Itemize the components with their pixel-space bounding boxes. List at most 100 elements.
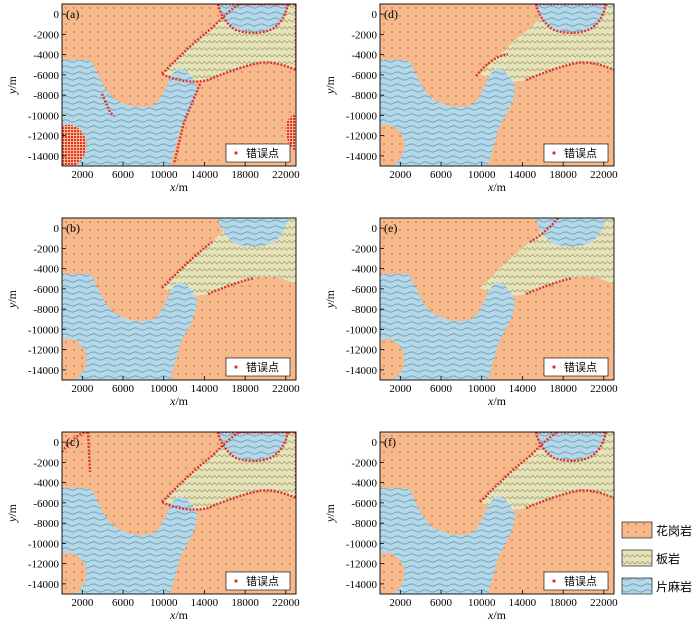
x-tick-label: 14000 [191,169,219,181]
granite-outlier [62,552,87,594]
error-cluster [285,114,296,152]
y-tick-label: -6000 [33,284,59,296]
panel-label: (f) [384,435,396,449]
error-legend-label: 错误点 [564,146,597,160]
gneiss-swatch [621,577,653,595]
y-tick-label: -8000 [33,90,59,102]
gneiss-region-top [536,4,606,33]
error-trace [534,432,608,462]
gneiss-region [380,488,515,594]
y-axis-label: y/m [323,75,337,95]
y-tick-label: -4000 [351,50,377,62]
y-tick-label: -4000 [351,264,377,276]
x-axis-label: x/m [169,180,189,194]
x-axis-label: x/m [487,608,507,622]
error-trace [479,432,559,503]
x-tick-label: 22000 [272,383,300,395]
y-tick-label: -14000 [346,365,378,377]
x-tick-label: 10000 [468,169,496,181]
x-tick-label: 10000 [468,597,496,609]
panel-b: (b) 错误点 2000 6000 10000 14000 18000 22000 0 -2000… [5,217,300,408]
panel-a: (a) 错误点 2000 6000 10000 14000 18000 22000 0 -2000… [5,3,300,194]
y-tick-label: -12000 [28,559,60,571]
y-tick-label: -10000 [28,324,60,336]
y-tick-label: -14000 [28,579,60,591]
x-tick-label: 10000 [468,383,496,395]
x-tick-label: 6000 [112,383,135,395]
granite-swatch [621,521,653,539]
x-tick-label: 10000 [150,169,178,181]
y-tick-label: 0 [54,437,60,449]
y-tick-label: -8000 [351,304,377,316]
x-tick-label: 22000 [590,597,618,609]
y-tick-label: 0 [54,9,60,21]
panel-label: (d) [384,7,398,21]
error-marker [234,151,238,155]
error-trace [207,276,255,296]
x-tick-label: 10000 [150,383,178,395]
y-tick-label: -4000 [351,478,377,490]
error-trace [525,489,614,510]
y-tick-label: -14000 [346,151,378,163]
x-tick-label: 6000 [430,597,453,609]
error-legend: 错误点 [225,143,291,163]
y-tick-label: -10000 [346,110,378,122]
x-tick-label: 6000 [430,169,453,181]
plot-frame [379,431,615,595]
y-tick-label: -2000 [33,29,59,41]
x-tick-label: 2000 [389,383,412,395]
error-marker [552,151,556,155]
x-axis-label: x/m [169,394,189,408]
gneiss-region [62,274,197,380]
error-legend-label: 错误点 [246,146,279,160]
y-tick-label: -4000 [33,478,59,490]
plot-frame [61,3,297,167]
gneiss-region-top [218,432,288,461]
error-legend-label: 错误点 [564,360,597,374]
x-tick-label: 22000 [272,597,300,609]
x-tick-label: 14000 [191,383,219,395]
y-tick-label: -8000 [351,90,377,102]
panel-label: (e) [384,221,397,235]
y-tick-label: -12000 [346,131,378,143]
y-tick-label: -6000 [351,284,377,296]
x-tick-label: 6000 [112,597,135,609]
geology-map [380,432,614,594]
x-tick-label: 2000 [389,169,412,181]
granite-outlier [62,338,87,380]
granite-outlier [380,552,405,594]
y-tick-label: 0 [372,437,378,449]
x-tick-label: 10000 [150,597,178,609]
y-tick-label: -10000 [346,538,378,550]
plot-frame [61,217,297,381]
plot-frame [379,217,615,381]
y-tick-label: -10000 [28,538,60,550]
geology-map [62,432,296,594]
y-tick-label: -12000 [346,345,378,357]
y-tick-label: -6000 [351,498,377,510]
x-tick-label: 14000 [509,597,537,609]
x-tick-label: 18000 [231,597,259,609]
granite-outlier [380,338,405,380]
error-trace [172,83,202,165]
error-trace [159,432,296,511]
error-legend: 错误点 [543,571,609,591]
y-tick-label: -2000 [351,457,377,469]
y-axis-label: y/m [323,503,337,523]
error-marker [234,365,238,369]
y-tick-label: -12000 [28,131,60,143]
geology-map [62,218,296,380]
y-tick-label: -6000 [351,70,377,82]
x-tick-label: 18000 [549,383,577,395]
error-trace [159,4,296,83]
y-tick-label: -6000 [33,70,59,82]
x-tick-label: 2000 [71,383,94,395]
y-axis-label: y/m [323,289,337,309]
x-tick-label: 14000 [509,169,537,181]
y-axis-label: y/m [5,289,19,309]
panel-label: (c) [66,435,79,449]
x-axis-label: x/m [169,608,189,622]
error-legend: 错误点 [543,143,609,163]
y-tick-label: -2000 [351,243,377,255]
plot-frame [379,3,615,167]
